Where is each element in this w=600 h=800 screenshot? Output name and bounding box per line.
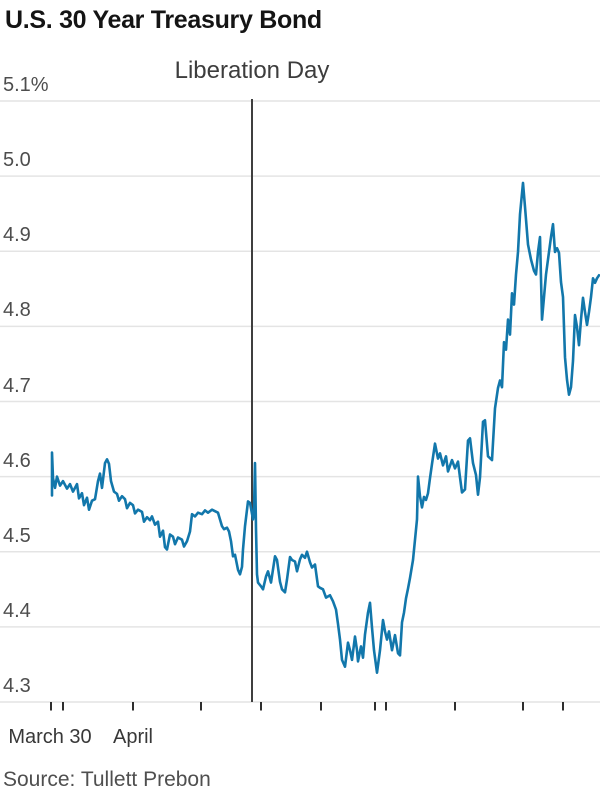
- y-axis-label: 4.9: [3, 224, 31, 247]
- y-axis-label: 4.7: [3, 374, 31, 397]
- y-axis-label: 4.8: [3, 299, 31, 322]
- y-axis-label: 4.6: [3, 449, 31, 472]
- y-axis-label: 5.0: [3, 149, 31, 172]
- source-attribution: Source: Tullett Prebon: [3, 768, 211, 791]
- y-axis-label: 4.5: [3, 524, 31, 547]
- event-annotation-label: Liberation Day: [174, 57, 330, 84]
- x-axis-label-march30: March 30: [8, 726, 92, 748]
- treasury-yield-line: [50, 181, 600, 674]
- chart-title: U.S. 30 Year Treasury Bond: [5, 6, 322, 34]
- y-axis-label: 4.4: [3, 599, 31, 622]
- y-axis-label: 5.1%: [3, 74, 49, 96]
- y-axis-label: 4.3: [3, 675, 31, 697]
- x-axis-label-april: April: [112, 726, 154, 748]
